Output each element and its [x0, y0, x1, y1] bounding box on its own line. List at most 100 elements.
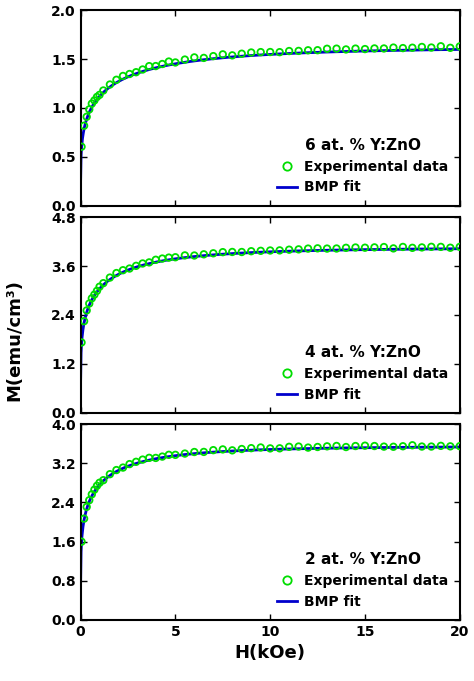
Point [152, 61, 160, 72]
Point [304, 243, 312, 254]
Point [266, 245, 274, 256]
Point [96, 89, 103, 100]
Point [314, 45, 321, 56]
Point [158, 451, 166, 462]
Point [165, 252, 173, 263]
Point [380, 441, 388, 452]
Point [266, 443, 274, 454]
Point [295, 46, 302, 57]
X-axis label: H(kOe): H(kOe) [235, 644, 306, 662]
Point [219, 444, 227, 455]
Point [146, 257, 153, 268]
Point [399, 242, 407, 253]
Point [126, 459, 133, 470]
Point [172, 252, 179, 263]
Point [96, 281, 103, 292]
Point [266, 46, 274, 57]
Point [428, 42, 435, 53]
Point [276, 245, 283, 256]
Point [228, 247, 236, 257]
Point [228, 50, 236, 61]
Point [437, 41, 445, 52]
Point [119, 71, 127, 82]
Point [200, 52, 208, 63]
Point [158, 253, 166, 264]
Point [200, 249, 208, 259]
Point [88, 98, 96, 109]
Point [152, 254, 160, 265]
Point [323, 441, 331, 452]
Point [106, 469, 114, 479]
Point [172, 57, 179, 68]
Point [257, 47, 264, 58]
Point [333, 243, 340, 254]
Legend: Experimental data, BMP fit: Experimental data, BMP fit [273, 133, 453, 199]
Point [238, 48, 246, 59]
Point [126, 69, 133, 80]
Point [146, 452, 153, 463]
Point [399, 441, 407, 452]
Point [210, 445, 217, 456]
Point [409, 440, 416, 451]
Point [447, 42, 454, 53]
Point [238, 247, 246, 257]
Point [361, 44, 369, 54]
Point [80, 316, 88, 327]
Point [371, 441, 378, 452]
Point [106, 272, 114, 283]
Point [78, 337, 85, 348]
Point [80, 121, 88, 131]
Point [238, 443, 246, 454]
Point [119, 462, 127, 473]
Point [437, 441, 445, 452]
Point [399, 43, 407, 54]
Point [428, 241, 435, 252]
Point [100, 85, 107, 96]
Point [85, 495, 93, 506]
Point [88, 489, 96, 500]
Point [100, 278, 107, 289]
Point [304, 45, 312, 56]
Point [210, 50, 217, 61]
Point [100, 475, 107, 486]
Point [119, 265, 127, 276]
Point [456, 241, 464, 252]
Point [257, 245, 264, 256]
Point [165, 449, 173, 460]
Text: M(emu/cm³): M(emu/cm³) [5, 280, 23, 401]
Point [447, 242, 454, 253]
Point [113, 74, 120, 85]
Point [113, 268, 120, 279]
Point [409, 242, 416, 253]
Point [106, 79, 114, 90]
Point [333, 441, 340, 452]
Legend: Experimental data, BMP fit: Experimental data, BMP fit [273, 548, 453, 613]
Point [88, 293, 96, 304]
Point [342, 242, 350, 253]
Point [132, 260, 140, 271]
Point [418, 242, 426, 253]
Point [276, 443, 283, 454]
Point [146, 61, 153, 72]
Point [333, 43, 340, 54]
Point [456, 441, 464, 452]
Point [191, 52, 198, 63]
Point [390, 243, 397, 254]
Point [126, 263, 133, 274]
Point [93, 480, 101, 491]
Point [210, 248, 217, 259]
Point [80, 513, 88, 524]
Point [304, 442, 312, 453]
Point [83, 305, 91, 316]
Point [85, 298, 93, 309]
Point [418, 42, 426, 52]
Point [371, 43, 378, 54]
Point [352, 43, 359, 54]
Point [361, 242, 369, 253]
Point [247, 246, 255, 257]
Point [91, 95, 98, 106]
Point [409, 42, 416, 53]
Point [285, 244, 293, 255]
Point [295, 244, 302, 255]
Point [323, 243, 331, 254]
